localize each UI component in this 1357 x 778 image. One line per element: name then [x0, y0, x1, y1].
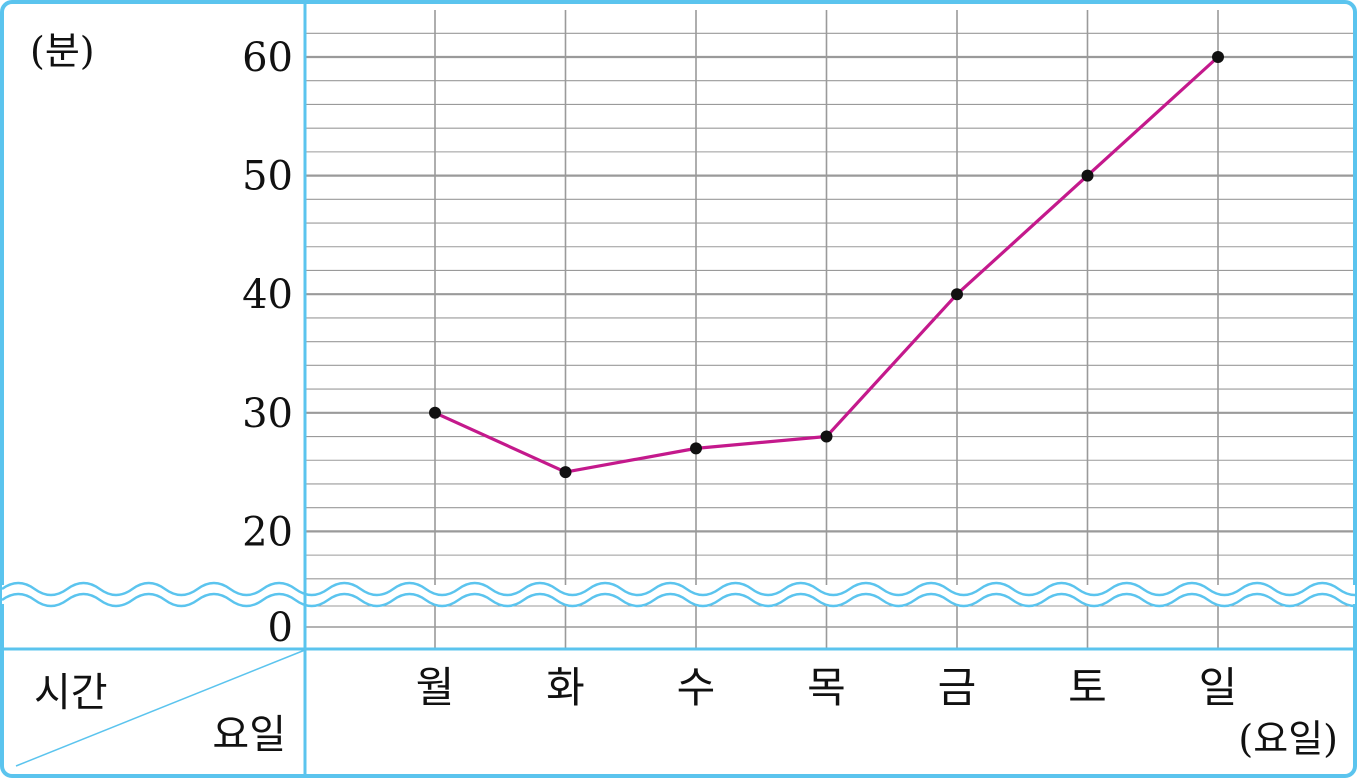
- x-tick-label: 수: [677, 663, 716, 712]
- axis-break: [1, 581, 1357, 608]
- x-tick-label: 금: [938, 663, 977, 712]
- y-tick-label: 0: [268, 605, 293, 651]
- y-tick-label: 20: [242, 509, 293, 555]
- corner-label-time: 시간: [34, 670, 108, 716]
- x-tick-label: 월: [416, 663, 455, 712]
- y-tick-label: 40: [242, 272, 293, 318]
- data-point: [951, 288, 963, 301]
- series: [429, 51, 1224, 479]
- x-tick-label: 목: [807, 663, 846, 712]
- grid: [305, 10, 1353, 649]
- axis-break-wave: [1, 592, 1357, 608]
- data-point: [690, 442, 702, 455]
- data-point: [559, 466, 572, 479]
- x-tick-label: 토: [1068, 663, 1107, 712]
- data-point: [820, 430, 833, 443]
- y-tick-label: 30: [242, 391, 293, 437]
- x-axis-label: (요일): [1238, 717, 1338, 761]
- x-tick-label: 화: [546, 663, 585, 712]
- y-tick-label: 50: [242, 154, 293, 200]
- x-tick-label: 일: [1199, 663, 1238, 712]
- y-axis-label: (분): [30, 29, 95, 73]
- y-tick-label: 60: [242, 35, 293, 81]
- axis-break-wave: [1, 581, 1357, 597]
- data-point: [429, 406, 441, 419]
- corner-diagonal: [15, 649, 306, 767]
- data-point: [1212, 51, 1224, 63]
- data-point: [1081, 169, 1094, 182]
- y-tick-labels: 60 50 40 30 20 0: [242, 35, 293, 651]
- corner-label-day: 요일: [212, 712, 286, 758]
